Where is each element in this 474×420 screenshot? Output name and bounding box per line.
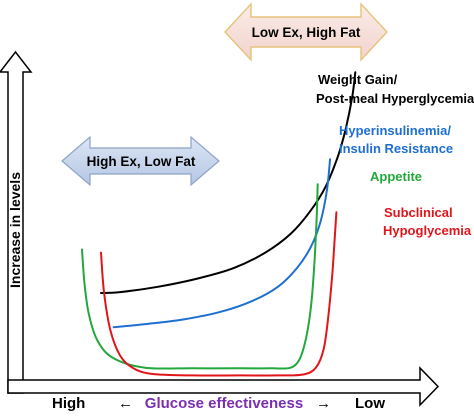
x-axis-left-arrow-glyph: ← xyxy=(118,395,133,412)
annotation-low-ex-text: Low Ex, High Fat xyxy=(252,25,361,40)
series-line-appetite xyxy=(81,183,319,370)
series-labels: Weight Gain/ Post-meal Hyperglycemia Hyp… xyxy=(316,72,474,238)
x-axis-arrow xyxy=(7,366,440,407)
annotation-low-ex-arrow-shape xyxy=(224,2,388,62)
series-line-subclinical xyxy=(100,211,338,377)
series-label-hyperinsulinemia-line1: Hyperinsulinemia/ xyxy=(339,123,451,138)
series-label-appetite: Appetite xyxy=(370,169,422,184)
x-axis-label: Glucose effectiveness xyxy=(145,395,303,412)
series-label-hyperinsulinemia-line2: Insulin Resistance xyxy=(339,141,453,156)
x-axis-low-label: Low xyxy=(355,395,385,412)
series-line-hyperinsulinemia xyxy=(112,158,332,329)
series-layer xyxy=(81,71,357,377)
series-label-weight-gain-line2: Post-meal Hyperglycemia xyxy=(316,91,474,106)
annotation-high-ex-arrow-shape xyxy=(61,135,220,187)
annotation-high-ex-low-fat: High Ex, Low Fat xyxy=(61,135,220,187)
series-label-subclinical-line2: Hypoglycemia xyxy=(383,223,472,238)
annotation-low-ex-high-fat: Low Ex, High Fat xyxy=(224,2,388,62)
x-axis-right-arrow-glyph: → xyxy=(316,395,331,412)
series-line-weight-gain xyxy=(100,71,357,294)
annotation-high-ex-text: High Ex, Low Fat xyxy=(87,154,196,169)
x-axis-high-label: High xyxy=(52,395,85,412)
series-label-subclinical-line1: Subclinical xyxy=(384,205,453,220)
series-label-weight-gain-line1: Weight Gain/ xyxy=(318,72,398,87)
y-axis-arrow xyxy=(0,50,33,394)
y-axis-label: Increase in levels xyxy=(7,172,23,288)
